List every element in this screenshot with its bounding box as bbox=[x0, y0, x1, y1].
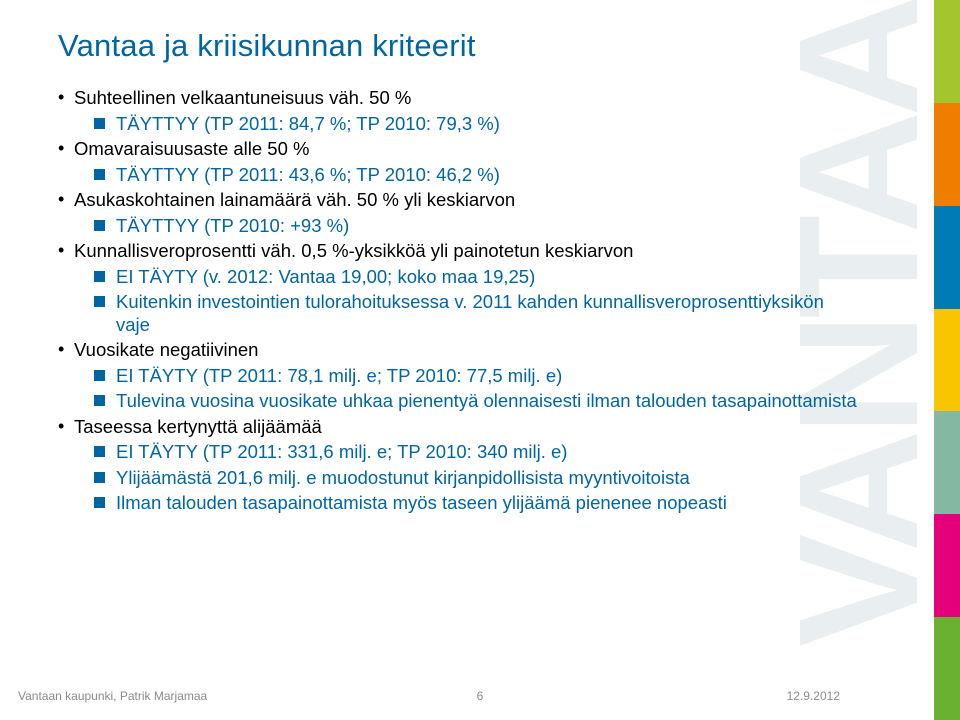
slide-title: Vantaa ja kriisikunnan kriteerit bbox=[58, 28, 858, 64]
bullet-item: Suhteellinen velkaantuneisuus väh. 50 % T… bbox=[58, 86, 858, 135]
bullet-text: Kunnallisveroprosentti väh. 0,5 %-yksikk… bbox=[74, 240, 633, 261]
sub-bullet-item: Ilman talouden tasapainottamista myös ta… bbox=[94, 491, 858, 514]
slide-content: Vantaa ja kriisikunnan kriteerit Suhteel… bbox=[58, 28, 858, 516]
sub-bullet-list: TÄYTTYY (TP 2011: 84,7 %; TP 2010: 79,3 … bbox=[74, 112, 858, 135]
sub-bullet-item: TÄYTTYY (TP 2011: 84,7 %; TP 2010: 79,3 … bbox=[94, 112, 858, 135]
sub-bullet-list: EI TÄYTY (v. 2012: Vantaa 19,00; koko ma… bbox=[74, 265, 858, 337]
sub-bullet-item: TÄYTTYY (TP 2011: 43,6 %; TP 2010: 46,2 … bbox=[94, 163, 858, 186]
bullet-list: Suhteellinen velkaantuneisuus väh. 50 % T… bbox=[58, 86, 858, 514]
footer-author: Vantaan kaupunki, Patrik Marjamaa bbox=[18, 689, 207, 703]
bullet-text: Vuosikate negatiivinen bbox=[74, 339, 258, 360]
bullet-text: Asukaskohtainen lainamäärä väh. 50 % yli… bbox=[74, 189, 515, 210]
bullet-item: Asukaskohtainen lainamäärä väh. 50 % yli… bbox=[58, 188, 858, 237]
bullet-item: Vuosikate negatiivinen EI TÄYTY (TP 2011:… bbox=[58, 338, 858, 412]
bullet-item: Taseessa kertynyttä alijäämää EI TÄYTY (T… bbox=[58, 415, 858, 515]
footer-page: 6 bbox=[477, 689, 484, 703]
bullet-text: Omavaraisuusaste alle 50 % bbox=[74, 138, 309, 159]
sub-bullet-list: EI TÄYTY (TP 2011: 331,6 milj. e; TP 201… bbox=[74, 440, 858, 514]
sub-bullet-item: Kuitenkin investointien tulorahoituksess… bbox=[94, 290, 858, 337]
bullet-text: Suhteellinen velkaantuneisuus väh. 50 % bbox=[74, 87, 411, 108]
sub-bullet-list: TÄYTTYY (TP 2011: 43,6 %; TP 2010: 46,2 … bbox=[74, 163, 858, 186]
sub-bullet-item: Tulevina vuosina vuosikate uhkaa pienent… bbox=[94, 389, 858, 412]
sub-bullet-list: EI TÄYTY (TP 2011: 78,1 milj. e; TP 2010… bbox=[74, 364, 858, 413]
sub-bullet-item: EI TÄYTY (TP 2011: 331,6 milj. e; TP 201… bbox=[94, 440, 858, 463]
bullet-item: Kunnallisveroprosentti väh. 0,5 %-yksikk… bbox=[58, 239, 858, 337]
footer-date: 12.9.2012 bbox=[787, 689, 840, 703]
sub-bullet-item: Ylijäämästä 201,6 milj. e muodostunut ki… bbox=[94, 466, 858, 489]
sub-bullet-item: EI TÄYTY (v. 2012: Vantaa 19,00; koko ma… bbox=[94, 265, 858, 288]
sub-bullet-item: EI TÄYTY (TP 2011: 78,1 milj. e; TP 2010… bbox=[94, 364, 858, 387]
bullet-item: Omavaraisuusaste alle 50 % TÄYTTYY (TP 20… bbox=[58, 137, 858, 186]
sub-bullet-item: TÄYTTYY (TP 2010: +93 %) bbox=[94, 214, 858, 237]
sub-bullet-list: TÄYTTYY (TP 2010: +93 %) bbox=[74, 214, 858, 237]
bullet-text: Taseessa kertynyttä alijäämää bbox=[74, 416, 322, 437]
